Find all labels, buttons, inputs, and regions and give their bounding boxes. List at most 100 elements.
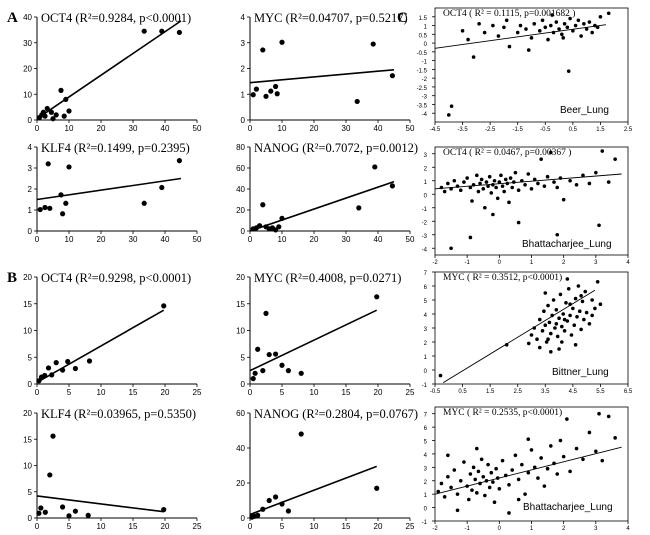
data-point xyxy=(479,177,484,182)
x-tick-label: 40 xyxy=(374,124,383,133)
data-point xyxy=(581,173,585,178)
data-point xyxy=(356,205,362,211)
x-tick-label: 0.5 xyxy=(458,389,467,395)
data-point xyxy=(551,298,556,302)
plot-title: OCT4 ( R² = 0.1115, p=0.001682 ) xyxy=(443,8,575,19)
data-point xyxy=(557,27,561,31)
x-tick-label: 20 xyxy=(97,124,106,133)
data-point xyxy=(260,368,266,374)
y-tick-label: 1 xyxy=(424,25,428,31)
x-tick-label: 15 xyxy=(129,522,138,531)
data-point xyxy=(593,23,597,28)
y-tick-label: -1 xyxy=(422,520,428,526)
data-point xyxy=(574,446,579,451)
y-tick-label: 2 xyxy=(424,166,428,172)
data-point xyxy=(532,177,537,182)
x-tick-label: 10 xyxy=(97,522,106,531)
data-point xyxy=(510,468,514,472)
y-tick-label: 2 xyxy=(424,480,428,486)
data-point xyxy=(263,310,269,316)
data-point xyxy=(576,284,581,288)
x-tick-label: 15 xyxy=(342,388,351,397)
x-tick-label: 10 xyxy=(65,235,74,244)
data-point xyxy=(539,157,543,161)
data-point xyxy=(600,458,605,463)
x-tick-label: 10 xyxy=(278,235,287,244)
x-tick-label: 30 xyxy=(129,235,138,244)
data-point xyxy=(600,149,605,153)
data-point xyxy=(263,93,269,99)
data-point xyxy=(486,184,490,188)
data-point xyxy=(598,302,603,307)
data-point xyxy=(449,246,453,251)
y-tick-label: -4 xyxy=(422,112,428,118)
data-point xyxy=(389,73,395,79)
plot-a3: 0 10 20 30 40 50 0 1 2 3 4 KLF4 (R²=0.1499, p=0.239… xyxy=(28,141,202,244)
data-point xyxy=(575,315,579,319)
data-point xyxy=(470,199,474,203)
data-point xyxy=(370,41,376,47)
data-point xyxy=(458,188,463,192)
data-point xyxy=(466,497,471,502)
data-point xyxy=(562,317,567,322)
data-point xyxy=(47,472,53,478)
data-point xyxy=(374,485,380,491)
x-tick-label: -4.5 xyxy=(430,127,441,133)
data-point xyxy=(573,23,578,28)
y-tick-label: 4 xyxy=(424,453,428,459)
data-point xyxy=(481,187,486,191)
data-point xyxy=(572,323,577,328)
data-point xyxy=(471,55,476,59)
data-point xyxy=(587,20,592,24)
y-tick-label: 0 xyxy=(424,507,428,513)
data-point xyxy=(372,164,378,170)
data-point xyxy=(529,333,534,337)
fit-line xyxy=(249,180,395,232)
data-point xyxy=(255,346,261,352)
data-point xyxy=(549,23,553,28)
x-tick-label: 0 xyxy=(248,388,253,397)
y-tick-label: 0 xyxy=(424,369,428,375)
data-point xyxy=(36,510,42,516)
data-point xyxy=(176,158,182,164)
data-point xyxy=(484,478,489,483)
y-tick-label: 5 xyxy=(241,353,246,362)
x-tick-label: 5 xyxy=(67,388,72,397)
data-point xyxy=(568,16,572,21)
data-point xyxy=(597,223,601,228)
y-tick-label: -1.5 xyxy=(417,68,428,74)
data-point xyxy=(489,470,494,475)
x-tick-label: 50 xyxy=(406,124,415,133)
data-point xyxy=(555,472,560,476)
x-tick-label: 40 xyxy=(374,235,383,244)
y-tick-label: 5 xyxy=(28,488,33,497)
data-point xyxy=(577,309,582,314)
data-point xyxy=(161,507,167,513)
plot-c4: -2 -1 0 1 2 3 4 7 6 5 4 3 2 1 0 -1 MYC ( R² = 0.2535, p<… xyxy=(422,406,630,532)
plot-title: NANOG (R²=0.2804, p=0.0767) xyxy=(254,407,418,421)
data-point xyxy=(449,104,454,109)
data-point xyxy=(560,324,564,329)
data-point xyxy=(554,20,559,24)
x-tick-label: 25 xyxy=(193,522,202,531)
data-point xyxy=(449,485,453,490)
data-point xyxy=(579,327,583,332)
x-tick-label: -0.5 xyxy=(430,389,441,395)
plot-title: OCT4 ( R² = 0.0467, p=0.00367 ) xyxy=(443,147,571,158)
x-tick-label: 20 xyxy=(374,522,383,531)
data-point xyxy=(159,28,165,34)
data-point xyxy=(279,215,285,221)
data-point xyxy=(590,313,594,318)
x-tick-label: 0 xyxy=(248,522,253,531)
data-point xyxy=(505,181,510,186)
data-point xyxy=(606,180,611,184)
data-point xyxy=(497,180,502,184)
data-point xyxy=(553,326,557,330)
x-tick-label: -1 xyxy=(464,260,470,266)
x-tick-label: 50 xyxy=(406,235,415,244)
data-point xyxy=(537,317,542,322)
x-tick-label: 0 xyxy=(35,235,40,244)
data-point xyxy=(483,493,487,498)
panel-label-a: A xyxy=(7,10,18,26)
plot-a1: 0 10 20 30 40 50 0 10 20 30 40 OCT4 (R²=0.9284, p<0… xyxy=(23,11,202,133)
